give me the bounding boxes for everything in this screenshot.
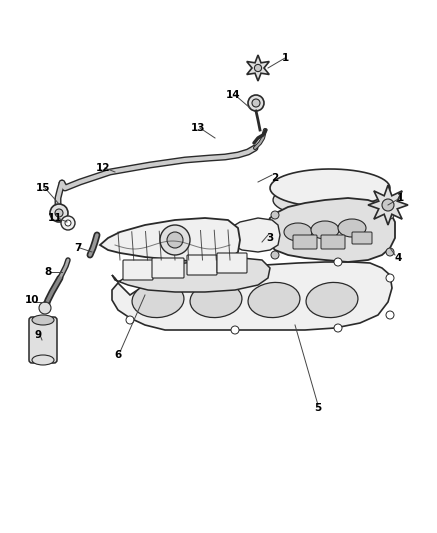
Circle shape	[386, 248, 394, 256]
Circle shape	[231, 326, 239, 334]
Circle shape	[231, 261, 239, 269]
Circle shape	[254, 64, 262, 71]
Circle shape	[55, 209, 63, 217]
Ellipse shape	[132, 282, 184, 318]
Text: 13: 13	[191, 123, 205, 133]
Circle shape	[252, 99, 260, 107]
FancyBboxPatch shape	[152, 258, 184, 278]
FancyBboxPatch shape	[187, 255, 217, 275]
Text: 3: 3	[267, 233, 274, 243]
Polygon shape	[265, 198, 395, 262]
Ellipse shape	[284, 223, 312, 241]
Text: 2: 2	[271, 173, 279, 183]
Circle shape	[167, 232, 183, 248]
Polygon shape	[228, 218, 280, 252]
Text: 1: 1	[396, 193, 404, 203]
Circle shape	[386, 274, 394, 282]
Polygon shape	[247, 55, 269, 81]
Text: 6: 6	[114, 350, 121, 360]
Text: 9: 9	[35, 330, 42, 340]
Ellipse shape	[32, 315, 54, 325]
Circle shape	[126, 274, 134, 282]
Ellipse shape	[311, 221, 339, 239]
Circle shape	[50, 204, 68, 222]
Circle shape	[382, 199, 394, 211]
Text: 10: 10	[25, 295, 39, 305]
Polygon shape	[100, 218, 240, 262]
Circle shape	[334, 258, 342, 266]
FancyBboxPatch shape	[321, 235, 345, 249]
FancyBboxPatch shape	[293, 235, 317, 249]
Text: 8: 8	[45, 267, 52, 277]
Ellipse shape	[338, 219, 366, 237]
Ellipse shape	[248, 282, 300, 318]
Circle shape	[386, 211, 394, 219]
Ellipse shape	[190, 282, 242, 318]
Circle shape	[61, 216, 75, 230]
Text: 5: 5	[314, 403, 322, 413]
Text: 11: 11	[48, 213, 62, 223]
Polygon shape	[112, 262, 392, 330]
Circle shape	[386, 311, 394, 319]
Circle shape	[271, 251, 279, 259]
Polygon shape	[270, 169, 390, 207]
FancyBboxPatch shape	[217, 253, 247, 273]
Text: 4: 4	[394, 253, 402, 263]
Circle shape	[39, 302, 51, 314]
Text: 14: 14	[225, 90, 240, 100]
Text: 15: 15	[36, 183, 50, 193]
Ellipse shape	[32, 355, 54, 365]
Text: 12: 12	[96, 163, 110, 173]
Circle shape	[160, 225, 190, 255]
Circle shape	[126, 316, 134, 324]
FancyBboxPatch shape	[123, 260, 153, 280]
Text: 7: 7	[74, 243, 82, 253]
FancyBboxPatch shape	[29, 317, 57, 363]
Ellipse shape	[306, 282, 358, 318]
Polygon shape	[273, 182, 391, 218]
FancyBboxPatch shape	[352, 232, 372, 244]
Circle shape	[248, 95, 264, 111]
Text: 1: 1	[281, 53, 288, 63]
Polygon shape	[112, 258, 270, 292]
Circle shape	[334, 324, 342, 332]
Circle shape	[65, 220, 71, 226]
Polygon shape	[368, 185, 408, 225]
Circle shape	[271, 211, 279, 219]
